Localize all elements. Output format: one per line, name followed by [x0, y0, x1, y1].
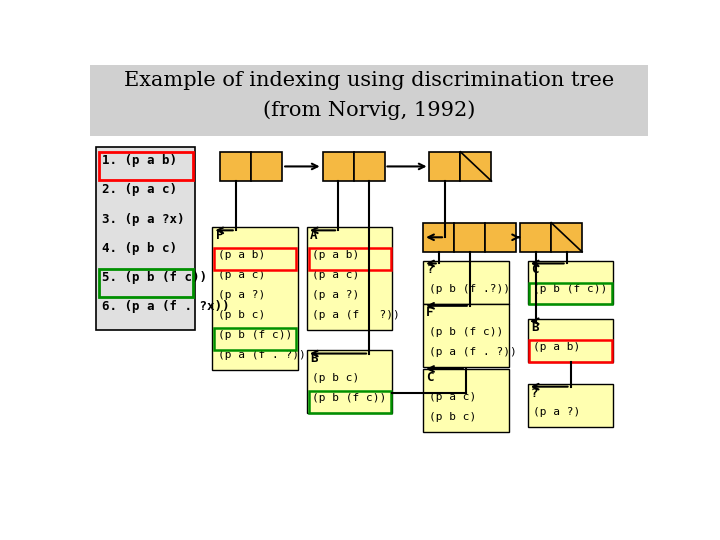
- Text: B: B: [310, 352, 318, 365]
- Text: F: F: [426, 306, 434, 319]
- Bar: [454, 222, 485, 252]
- Bar: [551, 222, 582, 252]
- Text: 3. (p a ?x): 3. (p a ?x): [102, 213, 185, 226]
- Text: C: C: [531, 264, 539, 276]
- Text: (p a b): (p a b): [312, 249, 360, 260]
- Bar: [423, 303, 508, 367]
- Text: (p a c): (p a c): [218, 269, 265, 280]
- Bar: [520, 222, 551, 252]
- Text: ?: ?: [426, 264, 434, 276]
- Text: (p a ?): (p a ?): [534, 408, 580, 417]
- Bar: [423, 261, 508, 304]
- Text: 2. (p a c): 2. (p a c): [102, 184, 177, 197]
- Text: Example of indexing using discrimination tree: Example of indexing using discrimination…: [124, 71, 614, 90]
- Text: (p a (f . ?)): (p a (f . ?)): [428, 347, 516, 356]
- Bar: [309, 392, 391, 413]
- Bar: [461, 152, 492, 181]
- Bar: [212, 226, 297, 370]
- Text: (p b c): (p b c): [218, 309, 265, 320]
- Text: C: C: [426, 372, 434, 384]
- Text: (from Norvig, 1992): (from Norvig, 1992): [263, 100, 475, 120]
- Text: 1. (p a b): 1. (p a b): [102, 154, 177, 167]
- Bar: [214, 248, 296, 269]
- Text: (p a b): (p a b): [218, 249, 265, 260]
- Bar: [99, 152, 193, 179]
- Text: (p b c): (p b c): [428, 412, 476, 422]
- Bar: [528, 384, 613, 428]
- Text: B: B: [531, 321, 539, 334]
- Text: (p a ?): (p a ?): [312, 289, 360, 300]
- Text: (p b (f c)): (p b (f c)): [218, 330, 292, 340]
- Bar: [528, 261, 613, 304]
- Bar: [309, 248, 391, 269]
- Bar: [99, 269, 193, 296]
- Bar: [90, 65, 648, 137]
- Bar: [423, 369, 508, 432]
- Bar: [529, 283, 611, 304]
- Text: (p b (f .?)): (p b (f .?)): [428, 284, 510, 294]
- Bar: [354, 152, 384, 181]
- Bar: [429, 152, 461, 181]
- Bar: [423, 222, 454, 252]
- Bar: [528, 319, 613, 362]
- Bar: [214, 328, 296, 350]
- Bar: [485, 222, 516, 252]
- Text: (p a (f . ?)): (p a (f . ?)): [312, 309, 400, 320]
- Text: (p b (f c)): (p b (f c)): [312, 393, 387, 403]
- Bar: [220, 152, 251, 181]
- Text: (p b (f c)): (p b (f c)): [534, 284, 608, 294]
- Text: (p a ?): (p a ?): [218, 289, 265, 300]
- Text: ?: ?: [531, 387, 539, 400]
- Text: (p b (f c)): (p b (f c)): [428, 327, 503, 336]
- Text: 5. (p b (f c)): 5. (p b (f c)): [102, 271, 207, 284]
- Bar: [251, 152, 282, 181]
- Text: (p a c): (p a c): [428, 392, 476, 402]
- Text: (p a (f . ?)): (p a (f . ?)): [218, 350, 305, 360]
- Text: P: P: [215, 229, 223, 242]
- Bar: [96, 147, 195, 330]
- Bar: [529, 340, 611, 362]
- Bar: [307, 350, 392, 413]
- Text: (p a c): (p a c): [312, 269, 360, 280]
- Text: 4. (p b c): 4. (p b c): [102, 242, 177, 255]
- Bar: [307, 226, 392, 330]
- Bar: [323, 152, 354, 181]
- Text: 6. (p a (f . ?x)): 6. (p a (f . ?x)): [102, 300, 230, 313]
- Text: (p a b): (p a b): [534, 342, 580, 352]
- Text: (p b c): (p b c): [312, 373, 360, 383]
- Text: A: A: [310, 229, 318, 242]
